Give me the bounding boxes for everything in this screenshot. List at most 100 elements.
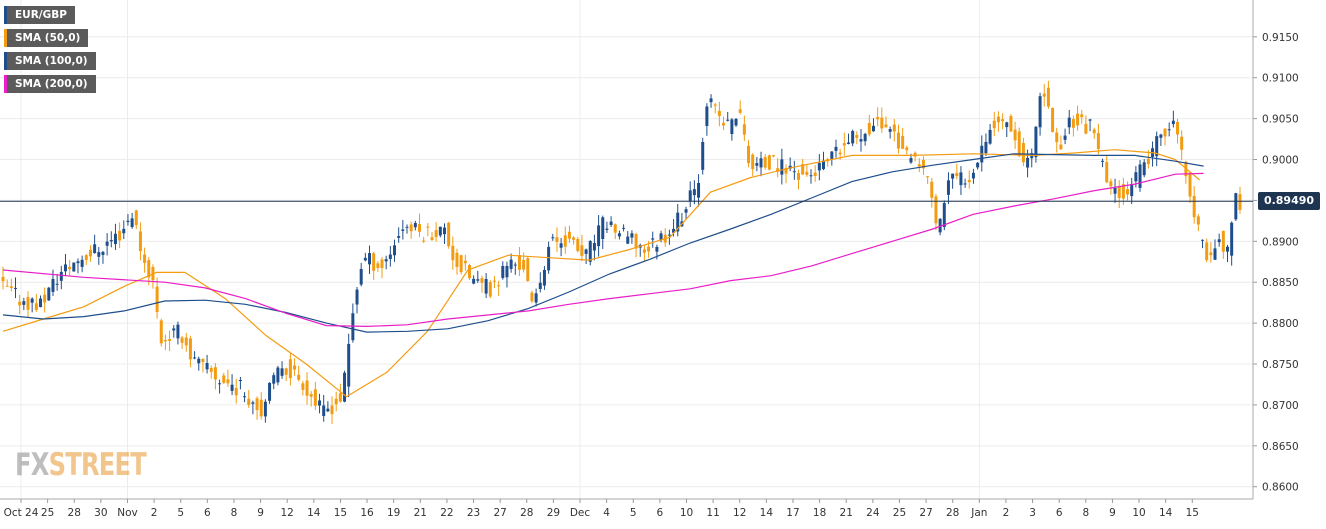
candle-body — [1084, 123, 1088, 134]
candle-body — [109, 240, 113, 242]
candle-body — [896, 132, 900, 149]
x-tick-label: 21 — [840, 507, 853, 519]
candle-body — [655, 246, 659, 252]
x-tick-label: 9 — [1109, 507, 1116, 519]
x-tick-label: 6 — [204, 507, 211, 519]
candle-body — [988, 129, 992, 144]
candle-body — [859, 139, 863, 142]
candle-body — [572, 237, 576, 240]
candle-body — [388, 254, 392, 259]
candle-body — [684, 209, 688, 213]
candle-body — [1138, 164, 1142, 188]
candle-body — [243, 396, 247, 398]
legend-swatch-sma50 — [4, 29, 7, 47]
candle-body — [526, 258, 530, 281]
candle-body — [268, 382, 272, 401]
candle-body — [917, 164, 921, 167]
candle-body — [1176, 121, 1180, 135]
candle-body — [47, 287, 51, 301]
x-tick-label: 25 — [893, 507, 906, 519]
legend-label-sma50: SMA (50,0) — [15, 32, 81, 44]
candle-body — [517, 255, 521, 270]
candle-body — [551, 237, 555, 239]
candle-body — [788, 165, 792, 169]
candle-body — [938, 218, 942, 233]
candle-body — [343, 372, 347, 402]
candle-body — [717, 110, 721, 117]
candle-body — [26, 297, 30, 310]
candle-body — [422, 240, 426, 242]
x-tick-label: Nov — [117, 507, 138, 519]
candle-body — [530, 292, 534, 302]
candle-body — [697, 182, 701, 198]
x-tick-label: 3 — [1029, 507, 1036, 519]
candle-body — [1205, 242, 1209, 261]
candle-body — [80, 259, 84, 267]
candle-body — [417, 224, 421, 232]
candle-body — [1167, 129, 1171, 131]
candle-body — [413, 222, 417, 228]
candle-body — [1026, 157, 1030, 168]
x-tick-label: 28 — [520, 507, 533, 519]
x-tick-label: 14 — [760, 507, 774, 519]
x-tick-label: Jan — [970, 507, 987, 519]
candle-body — [780, 159, 784, 175]
candle-body — [22, 301, 26, 305]
legend-swatch-sma200 — [4, 75, 7, 93]
candle-body — [59, 271, 63, 281]
candle-body — [93, 244, 97, 254]
candle-body — [251, 402, 255, 404]
candle-body — [259, 399, 263, 417]
candle-body — [247, 398, 251, 405]
y-tick-label: 0.8900 — [1262, 236, 1299, 248]
candle-body — [84, 255, 88, 261]
candle-body — [55, 283, 59, 285]
candle-body — [430, 237, 434, 241]
x-tick-label: 14 — [307, 507, 321, 519]
candle-body — [1213, 248, 1217, 260]
candle-body — [642, 249, 646, 253]
candle-body — [1013, 129, 1017, 141]
candle-body — [1113, 188, 1117, 194]
logo-street: STREET — [48, 447, 147, 483]
candle-body — [492, 280, 496, 282]
candle-body — [322, 405, 326, 416]
candle-body — [659, 233, 663, 240]
candle-body — [759, 158, 763, 168]
candle-body — [921, 159, 925, 169]
candle-body — [976, 162, 980, 168]
candle-body — [326, 408, 330, 412]
legend-item-sma200: SMA (200,0) — [4, 75, 96, 93]
candle-body — [871, 125, 875, 132]
candle-body — [909, 158, 913, 163]
candle-body — [384, 259, 388, 262]
candle-body — [584, 249, 588, 254]
sma-line-sma-50-0- — [2, 149, 1200, 398]
y-tick-label: 0.9150 — [1262, 32, 1299, 44]
y-tick-label: 0.8700 — [1262, 400, 1299, 412]
candle-body — [996, 116, 1000, 123]
candle-body — [318, 400, 322, 406]
candle-body — [1017, 131, 1021, 157]
candle-body — [1234, 193, 1238, 220]
x-tick-label: 8 — [231, 507, 238, 519]
x-tick-label: 23 — [467, 507, 480, 519]
candle-body — [51, 278, 55, 292]
x-tick-label: 12 — [281, 507, 294, 519]
x-tick-label: 2 — [1003, 507, 1010, 519]
candle-body — [809, 175, 813, 177]
candle-body — [672, 228, 676, 233]
candle-body — [1080, 114, 1084, 118]
candle-body — [184, 337, 188, 346]
candle-body — [230, 384, 234, 391]
candle-body — [88, 249, 92, 257]
candle-body — [1226, 246, 1230, 252]
candle-body — [942, 203, 946, 227]
candle-body — [509, 259, 513, 269]
candle-body — [1021, 142, 1025, 163]
y-tick-label: 0.9050 — [1262, 114, 1299, 126]
y-tick-label: 0.8600 — [1262, 482, 1299, 494]
candle-body — [497, 285, 501, 287]
candle-body — [817, 162, 821, 171]
